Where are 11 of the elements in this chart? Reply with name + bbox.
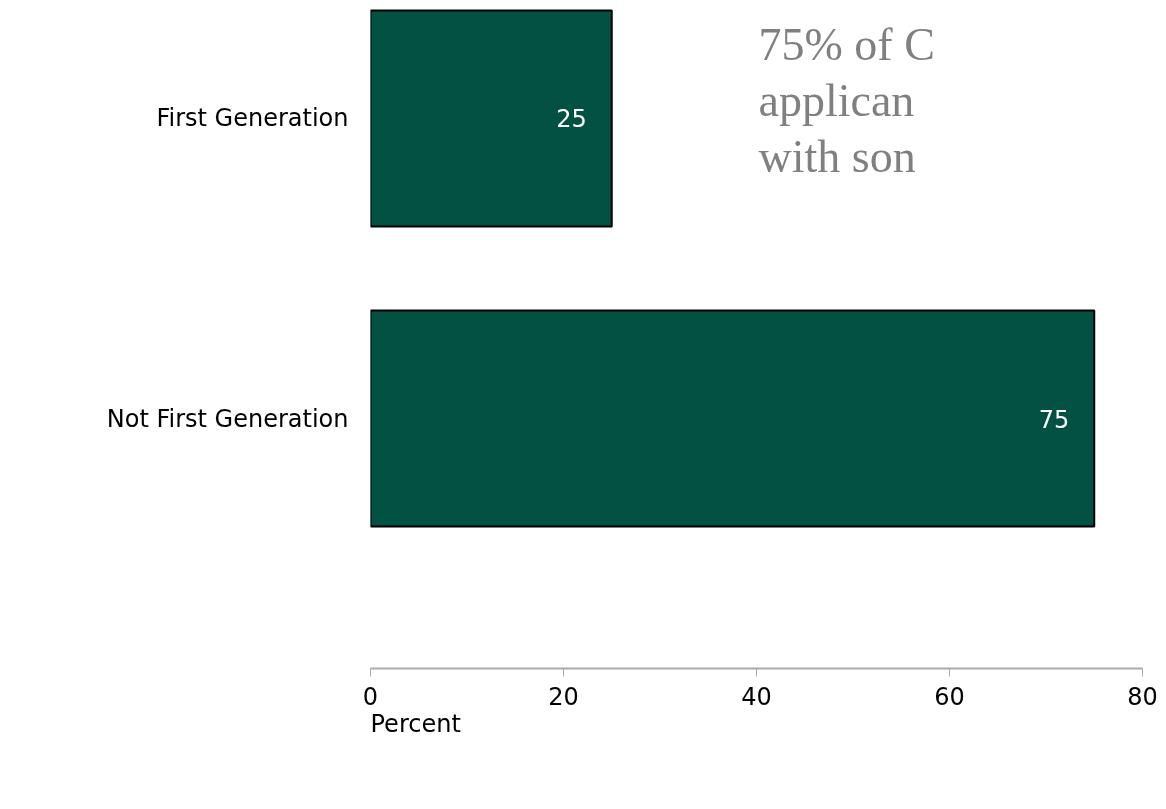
y-tick-label: First Generation	[156, 104, 349, 133]
x-tick-label: 20	[548, 682, 579, 711]
annotation: 75% of C applican with son	[758, 18, 935, 182]
data-label: 75	[1038, 405, 1070, 434]
x-tick-label: 40	[741, 682, 772, 711]
x-tick-label: 0	[362, 682, 379, 711]
x-tick-label: 80	[1127, 682, 1158, 711]
y-tick-label: Not First Generation	[106, 404, 349, 433]
data-label: 25	[556, 105, 587, 134]
x-axis-title: Percent	[370, 709, 461, 738]
x-tick-label: 60	[934, 682, 965, 711]
